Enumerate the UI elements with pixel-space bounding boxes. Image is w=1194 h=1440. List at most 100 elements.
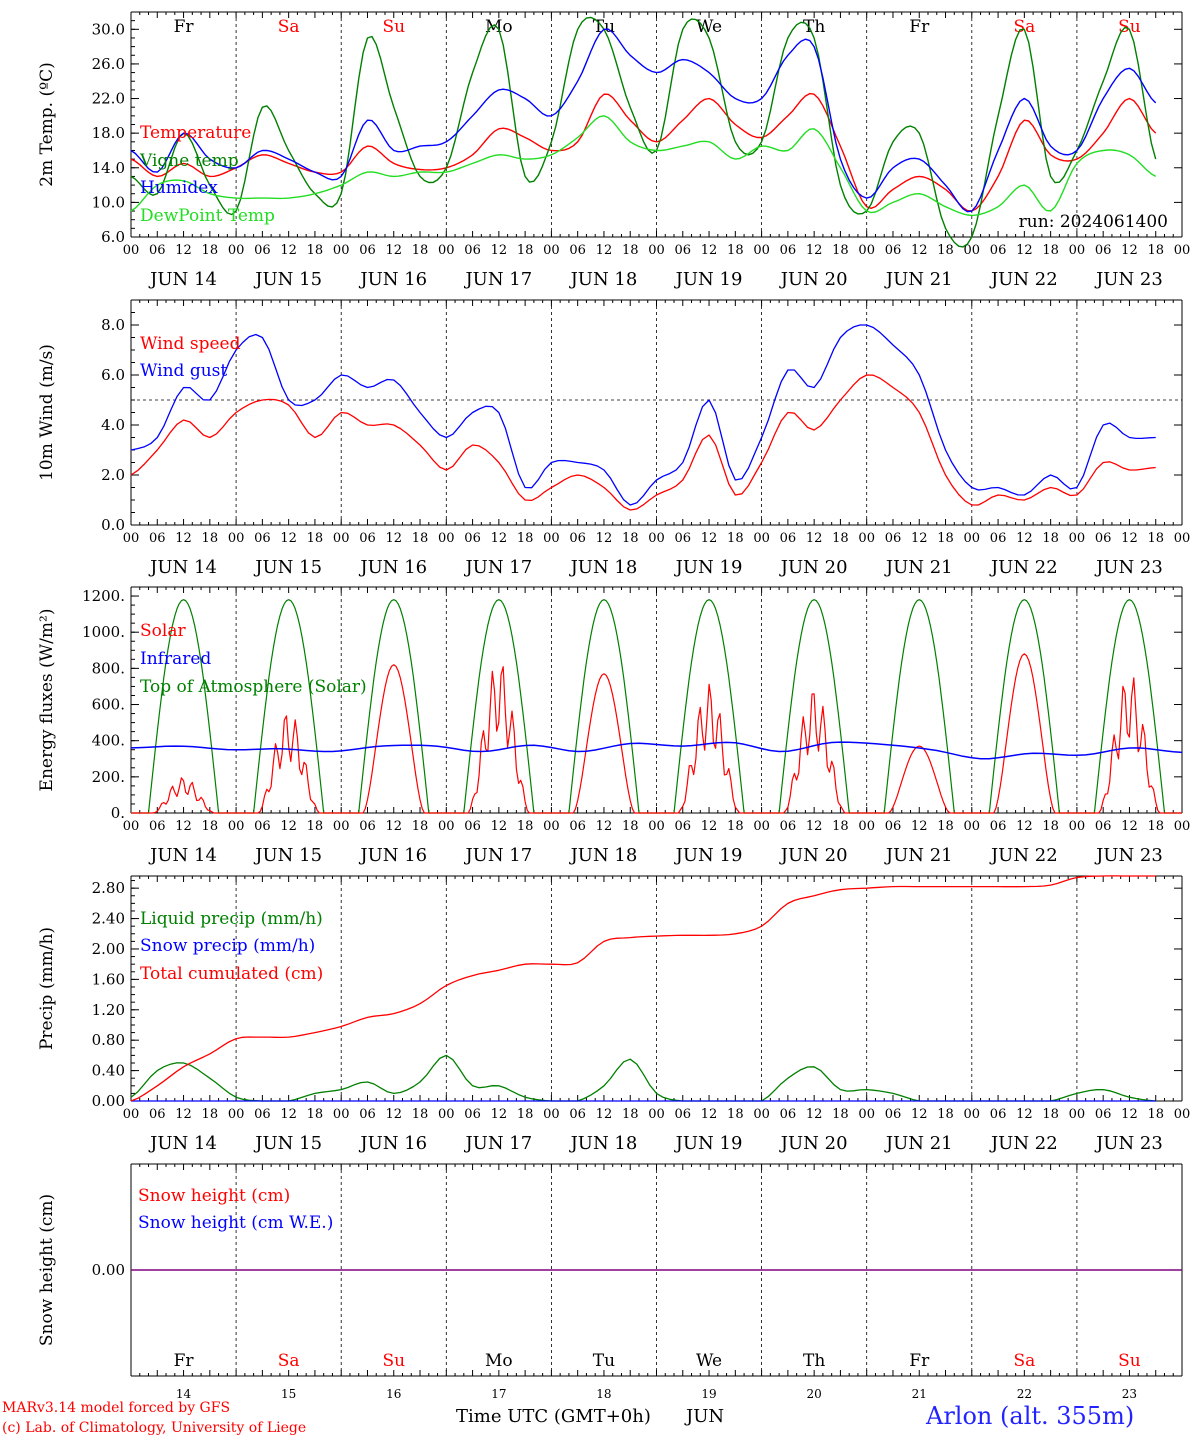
x-tick-label: 00: [228, 531, 245, 546]
x-tick-label: 06: [569, 243, 586, 258]
weekday-label: Sa: [278, 17, 300, 37]
series-liquid-precip-mm-h-: [130, 1054, 1156, 1102]
weekday-label: Th: [803, 1351, 825, 1371]
y-tick-label: 14.0: [92, 159, 125, 177]
x-tick-label: 00: [123, 531, 140, 546]
x-tick-label: 12: [280, 243, 297, 258]
x-day-label: JUN 19: [674, 557, 743, 578]
x-day-label: JUN 21: [884, 557, 953, 578]
y-tick-label: 2.00: [92, 940, 125, 958]
x-tick-label: 06: [1095, 243, 1112, 258]
y-tick-label: 18.0: [92, 124, 125, 142]
x-day-label: JUN 23: [1094, 557, 1163, 578]
legend-dewpoint-temp: DewPoint Temp: [140, 206, 275, 226]
x-tick-label: 06: [990, 243, 1007, 258]
y-tick-label: 6.0: [101, 228, 125, 246]
x-tick-label: 12: [1121, 819, 1138, 834]
x-tick-label: 12: [911, 531, 928, 546]
day-number-label: 21: [912, 1387, 927, 1401]
day-number-label: 14: [176, 1387, 192, 1401]
x-tick-label: 12: [1121, 531, 1138, 546]
series-vigne-temp: [130, 16, 1157, 248]
y-tick-label: 2.40: [92, 910, 125, 928]
x-tick-label: 18: [727, 531, 744, 546]
weekday-label: Su: [1118, 1351, 1141, 1371]
x-day-label: JUN 19: [674, 269, 743, 290]
y-tick-label: 1200.: [82, 587, 125, 605]
x-tick-label: 18: [1042, 819, 1059, 834]
x-axis-title: Time UTC (GMT+0h): [456, 1406, 651, 1427]
series-infrared: [130, 741, 1183, 760]
x-tick-label: 18: [937, 243, 954, 258]
y-tick-label: 0.80: [92, 1031, 125, 1049]
weekday-label: Mo: [485, 1351, 513, 1371]
x-tick-label: 12: [491, 531, 508, 546]
x-day-label: JUN 22: [989, 845, 1058, 866]
legend-temperature: Temperature: [140, 123, 251, 143]
x-tick-label: 00: [753, 819, 770, 834]
weekday-label: Fr: [909, 17, 930, 37]
x-tick-label: 06: [675, 243, 692, 258]
x-tick-label: 00: [648, 819, 665, 834]
y-tick-label: 800.: [92, 659, 125, 677]
x-tick-label: 12: [911, 819, 928, 834]
x-tick-label: 00: [858, 243, 875, 258]
x-tick-label: 12: [911, 243, 928, 258]
legend-total-cumulated: Total cumulated (cm): [140, 964, 323, 984]
legend-snow-height: Snow height (cm): [138, 1186, 290, 1206]
legend-snow-precip: Snow precip (mm/h): [140, 936, 315, 956]
x-tick-label: 06: [464, 243, 481, 258]
x-tick-label: 00: [648, 1107, 665, 1122]
x-tick-label: 06: [675, 531, 692, 546]
x-tick-label: 12: [175, 531, 192, 546]
x-tick-label: 18: [622, 531, 639, 546]
x-tick-label: 12: [701, 531, 718, 546]
x-tick-label: 18: [1147, 243, 1164, 258]
x-day-label: JUN 20: [779, 557, 848, 578]
x-tick-label: 18: [727, 243, 744, 258]
x-day-label: JUN 15: [253, 269, 322, 290]
x-tick-label: 18: [622, 819, 639, 834]
x-tick-label: 00: [333, 819, 350, 834]
x-tick-label: 00: [648, 243, 665, 258]
x-day-label: JUN 16: [358, 557, 427, 578]
y-tick-label: 1.20: [92, 1001, 125, 1019]
x-tick-label: 00: [438, 243, 455, 258]
x-day-label: JUN 14: [148, 269, 217, 290]
x-tick-label: 12: [701, 819, 718, 834]
x-tick-label: 12: [806, 819, 823, 834]
x-tick-label: 18: [202, 819, 219, 834]
x-tick-label: 06: [149, 1107, 166, 1122]
y-tick-label: 6.0: [101, 366, 125, 384]
y-tick-label: 4.0: [101, 416, 125, 434]
x-day-label: JUN 14: [148, 1133, 217, 1154]
x-day-label: JUN 19: [674, 1133, 743, 1154]
x-tick-label: 00: [1174, 1107, 1191, 1122]
x-tick-label: 18: [307, 1107, 324, 1122]
x-tick-label: 06: [990, 819, 1007, 834]
y-axis-label: 2m Temp. (ºC): [37, 62, 57, 187]
x-tick-label: 00: [1069, 531, 1086, 546]
x-tick-label: 12: [596, 243, 613, 258]
x-tick-label: 00: [543, 243, 560, 258]
day-number-label: 19: [701, 1387, 716, 1401]
x-tick-label: 12: [280, 1107, 297, 1122]
legend-infrared: Infrared: [140, 649, 211, 669]
x-tick-label: 06: [254, 819, 271, 834]
x-tick-label: 06: [464, 819, 481, 834]
x-tick-label: 12: [1121, 243, 1138, 258]
x-tick-label: 06: [254, 243, 271, 258]
x-tick-label: 06: [1095, 1107, 1112, 1122]
x-tick-label: 06: [990, 1107, 1007, 1122]
x-tick-label: 00: [333, 531, 350, 546]
x-tick-label: 00: [1174, 243, 1191, 258]
x-tick-label: 18: [1147, 819, 1164, 834]
x-tick-label: 00: [858, 1107, 875, 1122]
x-tick-label: 00: [543, 819, 560, 834]
x-tick-label: 00: [964, 819, 981, 834]
x-tick-label: 06: [885, 531, 902, 546]
legend-wind-gust: Wind gust: [140, 361, 227, 381]
x-tick-label: 18: [832, 531, 849, 546]
x-day-label: JUN 16: [358, 845, 427, 866]
x-day-label: JUN 17: [463, 845, 532, 866]
